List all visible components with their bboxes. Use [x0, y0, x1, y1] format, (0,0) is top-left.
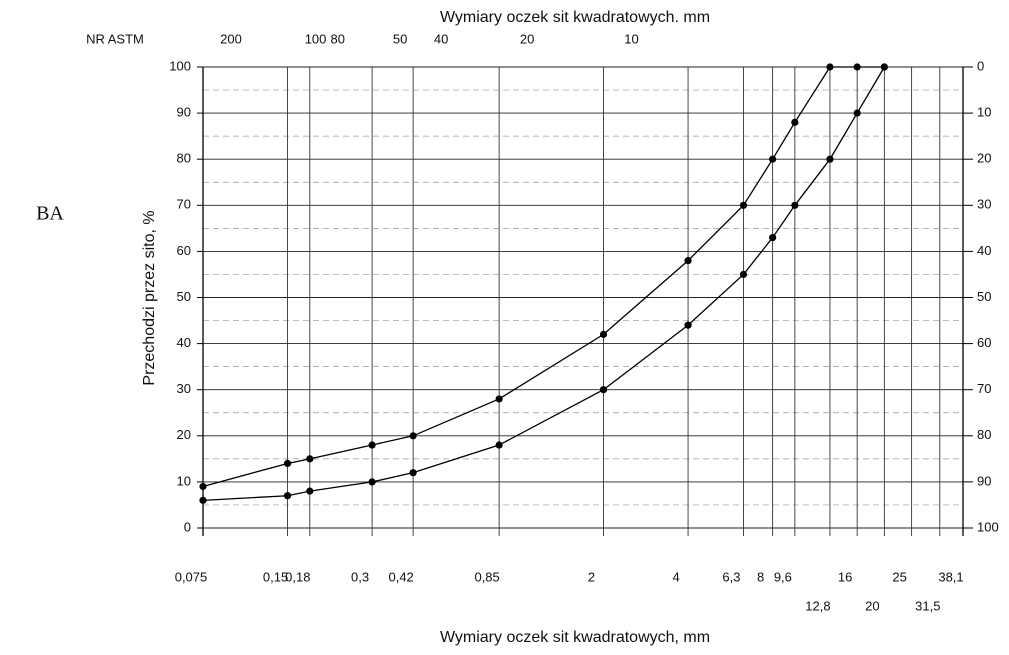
data-point — [826, 63, 834, 71]
top-tick-label: 100 — [305, 31, 327, 46]
y2-tick-label: 70 — [977, 381, 991, 396]
x-tick-label: 2 — [588, 569, 595, 584]
x-tick-label: 4 — [672, 569, 679, 584]
y2-tick-label: 10 — [977, 105, 991, 120]
data-point — [306, 487, 314, 495]
data-point — [599, 386, 608, 394]
data-point — [495, 395, 503, 403]
data-point — [684, 257, 692, 265]
data-point — [368, 478, 376, 486]
x-tick-label: 0,42 — [388, 569, 413, 584]
x-tick-label: 0,18 — [285, 569, 310, 584]
top-tick-label: 10 — [624, 31, 638, 46]
y2-tick-label: 90 — [977, 473, 991, 488]
chart-title: Wymiary oczek sit kwadratowych. mm — [440, 9, 710, 26]
y2-tick-label: 80 — [977, 427, 991, 442]
x-tick-label: 12,8 — [805, 598, 830, 613]
data-point — [409, 469, 417, 477]
annotation: BA — [36, 203, 64, 225]
data-point — [826, 155, 834, 163]
top-tick-label: 40 — [434, 31, 448, 46]
data-point — [599, 330, 608, 338]
x-tick-label: 25 — [892, 569, 906, 584]
y-tick-label: 100 — [169, 58, 191, 73]
x-tick-label: 38,1 — [938, 569, 963, 584]
data-point — [739, 270, 748, 279]
y2-tick-label: 30 — [977, 197, 991, 212]
x-tick-label: 0,15 — [263, 569, 288, 584]
data-point — [409, 432, 417, 440]
top-tick-label: 50 — [393, 31, 407, 46]
x-tick-label: 0,075 — [175, 569, 208, 584]
data-point — [199, 496, 207, 504]
top-tick-label: 20 — [520, 31, 534, 46]
data-point — [769, 155, 777, 163]
y-tick-label: 20 — [177, 427, 191, 442]
data-point — [199, 482, 207, 491]
series-line — [202, 66, 885, 501]
y2-tick-label: 50 — [977, 289, 991, 304]
data-point — [853, 63, 861, 71]
data-point — [791, 201, 799, 209]
x-tick-label: 0,3 — [351, 569, 369, 584]
y2-tick-label: 0 — [977, 58, 984, 73]
x-tick-label: 31,5 — [915, 598, 940, 613]
top-tick-label: 200 — [220, 31, 242, 46]
y2-tick-label: 100 — [977, 519, 999, 534]
x-axis-label: Wymiary oczek sit kwadratowych, mm — [440, 629, 710, 646]
data-point — [283, 459, 292, 468]
x-tick-label: 20 — [865, 598, 879, 613]
top-tick-label: 80 — [331, 31, 345, 46]
top-axis-label: NR ASTM — [86, 31, 144, 46]
data-point — [306, 455, 314, 463]
data-point — [739, 201, 748, 209]
y-tick-label: 70 — [177, 197, 191, 212]
x-tick-label: 9,6 — [774, 569, 792, 584]
data-point — [769, 233, 777, 242]
x-tick-label: 0,85 — [474, 569, 499, 584]
y-tick-label: 90 — [177, 105, 191, 120]
y-tick-label: 50 — [177, 289, 191, 304]
x-tick-label: 8 — [757, 569, 764, 584]
data-point — [684, 321, 692, 329]
y-tick-label: 80 — [177, 151, 191, 166]
x-tick-label: 6,3 — [722, 569, 740, 584]
y2-tick-label: 60 — [977, 335, 991, 350]
data-point — [368, 441, 376, 449]
y2-tick-label: 40 — [977, 243, 991, 258]
data-point — [853, 109, 861, 117]
y2-tick-label: 20 — [977, 151, 991, 166]
y-tick-label: 40 — [177, 335, 191, 350]
y-axis-label: Przechodzi przez sito, % — [141, 210, 158, 385]
y-tick-label: 10 — [177, 473, 191, 488]
data-point — [791, 118, 799, 126]
y-tick-label: 60 — [177, 243, 191, 258]
data-point — [283, 492, 292, 500]
series-line — [202, 66, 885, 488]
x-tick-label: 16 — [838, 569, 852, 584]
y-tick-label: 30 — [177, 381, 191, 396]
data-point — [880, 63, 888, 71]
data-point — [495, 441, 503, 449]
y-tick-label: 0 — [184, 519, 191, 534]
